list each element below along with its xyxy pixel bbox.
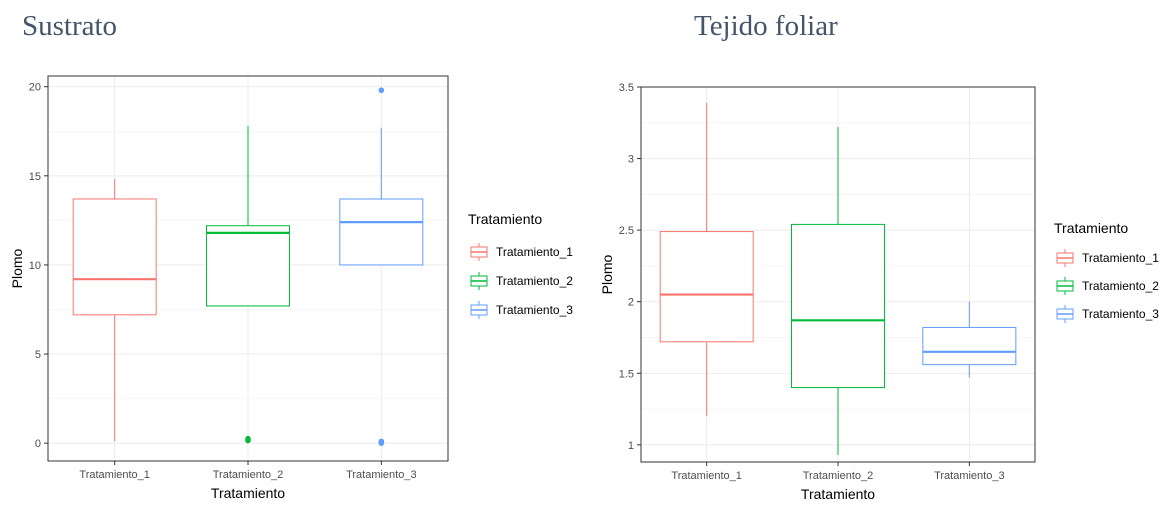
x-tick-label: Tratamiento_2 (213, 469, 284, 481)
y-axis-title: Plomo (9, 248, 25, 288)
legend-label: Tratamiento_1 (496, 245, 573, 259)
y-tick-label: 2 (628, 297, 634, 309)
legend: Tratamiento Tratamiento_1 Tratamiento_2 Tra… (468, 211, 573, 319)
y-tick-label: 1.5 (619, 368, 634, 380)
y-tick-label: 2.5 (619, 225, 634, 237)
y-tick-label: 15 (29, 171, 41, 183)
box-tratamiento-2 (791, 127, 885, 455)
outlier-point (245, 435, 251, 442)
box-iqr (206, 225, 290, 307)
legend-label: Tratamiento_1 (1082, 251, 1159, 265)
box-iqr (339, 198, 424, 266)
legend-title: Tratamiento (1054, 220, 1128, 236)
y-tick-label: 10 (29, 260, 41, 272)
outlier-point (378, 87, 385, 94)
y-tick-label: 3 (628, 154, 634, 166)
x-tick-label: Tratamiento_1 (79, 469, 150, 481)
box-iqr (922, 326, 1017, 366)
box-tratamiento-3 (339, 87, 424, 446)
x-tick-label: Tratamiento_2 (803, 470, 874, 482)
y-axis-title: Plomo (599, 254, 615, 294)
legend-label: Tratamiento_3 (1082, 307, 1159, 321)
box-iqr (72, 198, 157, 316)
x-tick-label: Tratamiento_3 (346, 469, 417, 481)
box-iqr (791, 223, 885, 389)
legend-label: Tratamiento_3 (496, 303, 573, 317)
box-tratamiento-1 (659, 102, 754, 417)
y-tick-label: 5 (35, 349, 41, 361)
legend-title: Tratamiento (468, 211, 542, 227)
x-axis-title: Tratamiento (211, 485, 285, 501)
box-tratamiento-3 (922, 301, 1017, 378)
box-tratamiento-2 (206, 125, 290, 444)
x-tick-label: Tratamiento_1 (671, 470, 742, 482)
y-tick-label: 3.5 (619, 82, 634, 94)
y-tick-label: 0 (35, 438, 41, 450)
legend: Tratamiento Tratamiento_1 Tratamiento_2 Tra… (1054, 220, 1159, 323)
box-tratamiento-1 (72, 179, 157, 442)
outlier-point (378, 438, 385, 445)
legend-label: Tratamiento_2 (496, 274, 573, 288)
y-tick-label: 1 (628, 440, 634, 452)
legend-label: Tratamiento_2 (1082, 279, 1159, 293)
y-tick-label: 20 (29, 82, 41, 94)
chart-title-tejido-foliar: Tejido foliar (694, 10, 838, 42)
chart-title-sustrato: Sustrato (22, 10, 118, 42)
box-iqr (659, 231, 754, 343)
x-axis-title: Tratamiento (801, 486, 875, 502)
x-tick-label: Tratamiento_3 (934, 470, 1005, 482)
